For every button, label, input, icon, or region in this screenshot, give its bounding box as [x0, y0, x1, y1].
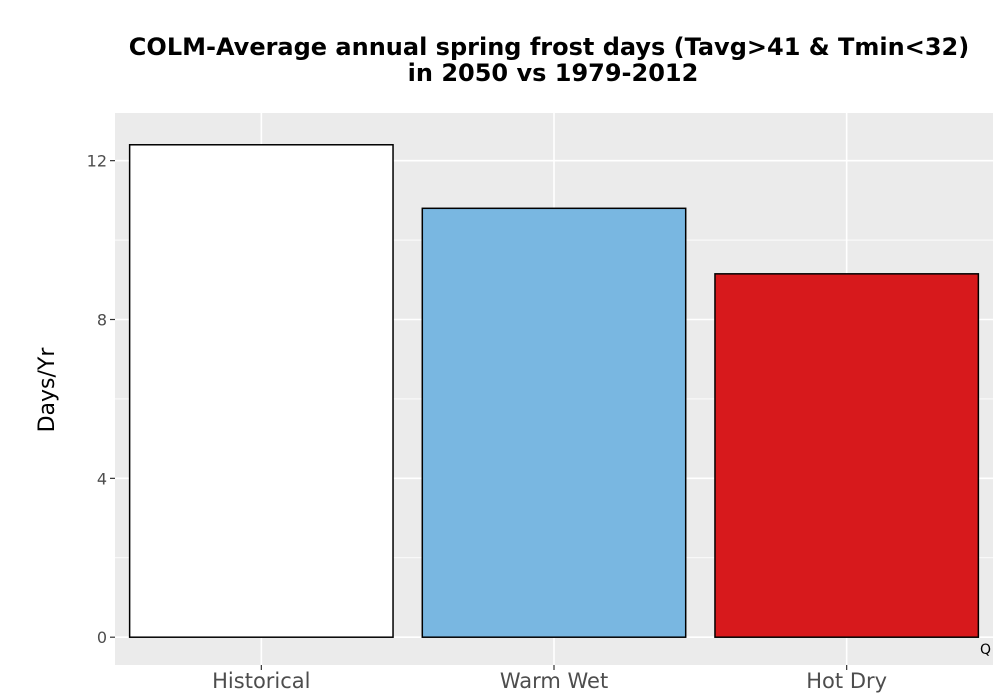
- chart-title-line-1: COLM-Average annual spring frost days (T…: [129, 33, 969, 61]
- y-tick-label: 0: [97, 628, 107, 647]
- x-axis: Historical Warm Wet Hot Dry: [212, 665, 887, 693]
- y-axis: 0 4 8 12: [87, 152, 115, 647]
- x-tick-label-historical: Historical: [212, 669, 310, 693]
- chart-title-line-2: in 2050 vs 1979-2012: [408, 59, 699, 87]
- y-axis-title: Days/Yr: [35, 347, 60, 433]
- y-tick-label: 4: [97, 469, 107, 488]
- corner-mark: Q: [980, 642, 991, 658]
- bar-hot-dry: [714, 273, 980, 638]
- y-tick-label: 12: [87, 152, 107, 171]
- y-tick-label: 8: [97, 311, 107, 330]
- bars: [128, 144, 980, 638]
- chart-title: COLM-Average annual spring frost days (T…: [129, 33, 969, 87]
- bar-warm-wet: [421, 207, 687, 638]
- x-tick-label-hot-dry: Hot Dry: [806, 669, 887, 693]
- x-tick-label-warm-wet: Warm Wet: [500, 669, 608, 693]
- bar-historical: [128, 144, 394, 638]
